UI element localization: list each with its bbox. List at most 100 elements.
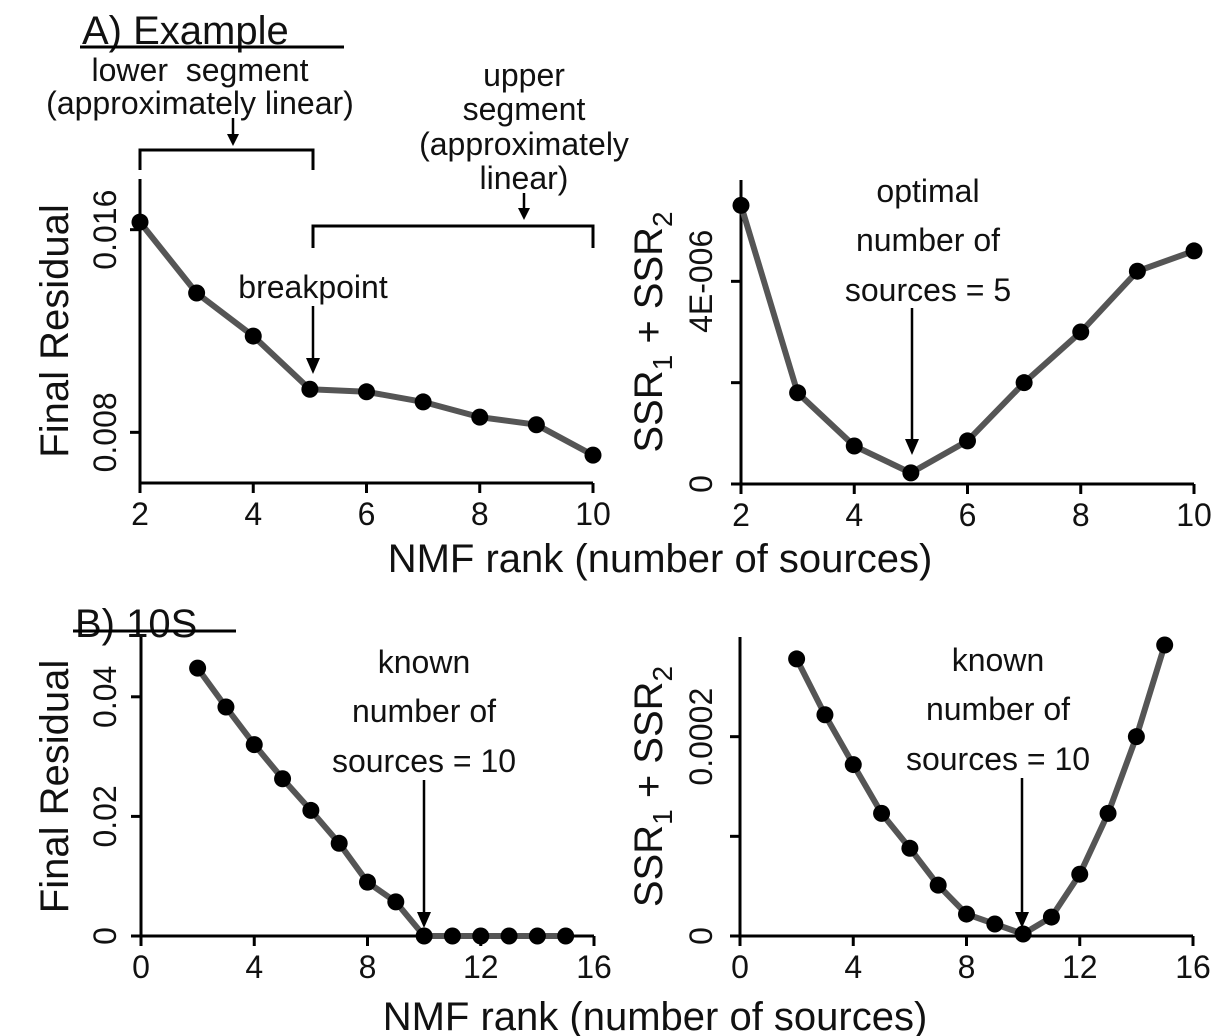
section-b-label: B) 10S xyxy=(75,602,197,646)
data-point xyxy=(1185,242,1203,260)
optimal-line3: sources = 5 xyxy=(845,272,1011,308)
data-point xyxy=(986,915,1004,933)
known-b2-line1: known xyxy=(952,642,1045,678)
data-point xyxy=(1042,908,1060,926)
x-tick-label: 4 xyxy=(844,949,862,985)
data-point xyxy=(189,659,207,677)
upper-segment-line4: linear) xyxy=(480,160,569,196)
optimal-line1: optimal xyxy=(876,173,979,209)
data-point xyxy=(245,736,263,754)
upper-segment-line1: upper xyxy=(483,57,565,93)
known-b2-line3: sources = 10 xyxy=(906,741,1090,777)
optimal-line2: number of xyxy=(856,222,1000,258)
data-point xyxy=(873,804,891,822)
known-b2-arrowhead xyxy=(1015,912,1029,928)
data-point xyxy=(274,770,292,788)
x-tick-label: 16 xyxy=(1175,949,1211,985)
data-point xyxy=(359,873,376,891)
x-tick-label: 0 xyxy=(731,949,749,985)
series-line xyxy=(137,220,595,458)
data-point xyxy=(844,756,862,774)
y-tick-label: 0.0002 xyxy=(683,688,719,786)
data-point xyxy=(901,839,919,857)
breakpoint-label: breakpoint xyxy=(238,269,388,305)
data-point xyxy=(188,284,206,302)
data-point xyxy=(557,927,575,945)
lower-segment-arrowhead xyxy=(227,134,239,146)
data-point xyxy=(929,876,947,894)
data-point xyxy=(217,698,235,716)
breakpoint-arrowhead xyxy=(306,358,320,374)
data-point xyxy=(1128,262,1146,280)
data-point xyxy=(358,383,375,401)
series-line xyxy=(793,644,1168,937)
known-b1-line1: known xyxy=(378,644,471,680)
lower-segment-line1: lower segment xyxy=(92,52,309,88)
data-point xyxy=(330,834,348,852)
y-axis-label: SSR1 + SSR2 xyxy=(627,666,678,907)
data-point xyxy=(1156,636,1174,654)
x-tick-label: 2 xyxy=(732,497,750,533)
data-point xyxy=(500,927,518,945)
data-point xyxy=(788,650,806,668)
data-point xyxy=(302,801,320,819)
data-point xyxy=(816,706,834,724)
upper-segment-bracket xyxy=(311,224,595,248)
data-point xyxy=(1072,323,1090,341)
x-tick-label: 8 xyxy=(471,496,489,532)
chart-a1: 2 4 6 8 10 0.008 0.016 Final Residual xyxy=(33,179,611,532)
data-point xyxy=(414,393,432,411)
data-point xyxy=(732,196,750,214)
chart-b1: 0 4 8 12 16 0 0.02 0.04 Final Residual xyxy=(33,637,612,985)
x-tick-label: 10 xyxy=(575,496,611,532)
data-point xyxy=(301,380,319,398)
x-tick-label: 12 xyxy=(1062,949,1098,985)
x-tick-label: 8 xyxy=(958,949,976,985)
data-point xyxy=(1071,865,1089,883)
x-tick-label: 6 xyxy=(959,497,977,533)
data-point xyxy=(472,927,490,945)
y-tick-label: 0 xyxy=(87,927,123,945)
x-tick-label: 16 xyxy=(576,949,612,985)
y-tick-label: 0.016 xyxy=(87,190,123,270)
x-tick-label: 0 xyxy=(132,949,150,985)
x-tick-label: 10 xyxy=(1176,497,1212,533)
data-point xyxy=(528,927,546,945)
y-tick-label: 4E-006 xyxy=(683,230,719,333)
x-tick-label: 4 xyxy=(245,949,263,985)
y-tick-label: 0 xyxy=(683,927,719,945)
charts-layer: 2 4 6 8 10 0.008 0.016 Final Residual 2 4 6 8 10 0 4E-… xyxy=(33,179,1212,985)
x-tick-label: 4 xyxy=(244,496,262,532)
lower-segment-bracket xyxy=(138,148,315,170)
optimal-arrowhead xyxy=(905,439,919,455)
data-point xyxy=(789,384,807,402)
lower-segment-line2: (approximately linear) xyxy=(46,85,354,121)
y-tick-label: 0.04 xyxy=(87,666,123,728)
data-point xyxy=(1015,374,1033,392)
y-axis-label: Final Residual xyxy=(33,660,77,913)
data-point xyxy=(527,416,545,434)
upper-segment-line3: (approximately xyxy=(419,126,629,162)
data-point xyxy=(131,213,149,231)
upper-segment-line2: segment xyxy=(463,91,586,127)
x-tick-label: 8 xyxy=(1072,497,1090,533)
x-axis-label-bottom: NMF rank (number of sources) xyxy=(383,995,928,1036)
data-point xyxy=(584,446,602,464)
upper-segment-arrowhead xyxy=(518,208,530,220)
data-point xyxy=(1014,925,1032,943)
y-axis-label: SSR1 + SSR2 xyxy=(627,211,678,452)
x-tick-label: 6 xyxy=(358,496,376,532)
y-axis-label: Final Residual xyxy=(33,204,77,457)
data-point xyxy=(958,905,975,923)
data-point xyxy=(244,327,262,345)
known-b1-line2: number of xyxy=(352,693,496,729)
x-tick-label: 4 xyxy=(845,497,863,533)
data-point xyxy=(387,893,405,911)
data-point xyxy=(443,927,461,945)
data-point xyxy=(959,432,976,450)
known-b2-line2: number of xyxy=(926,691,1070,727)
y-tick-label: 0 xyxy=(683,475,719,493)
data-point xyxy=(471,408,489,426)
